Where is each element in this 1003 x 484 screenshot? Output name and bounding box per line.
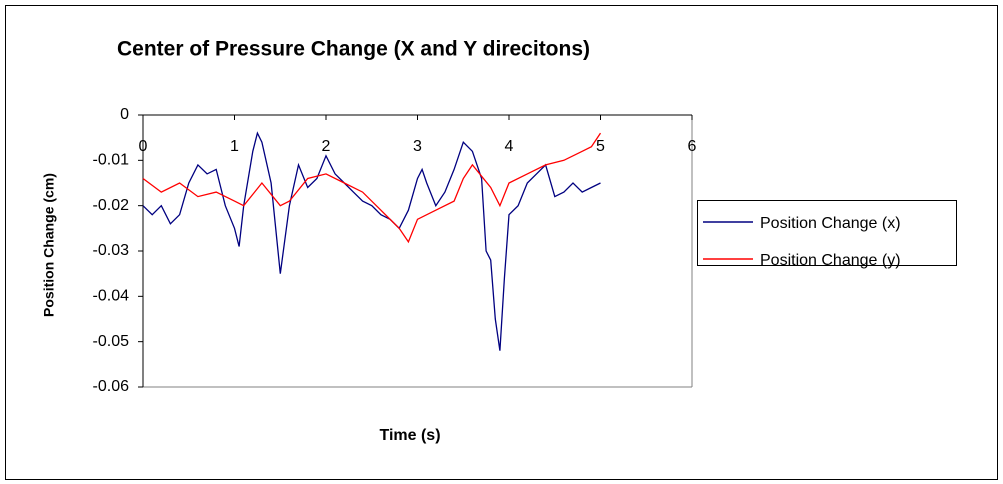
x-axis-label: Time (s) xyxy=(379,427,440,444)
y-tick-label: -0.04 xyxy=(93,288,130,305)
y-axis-label: Position Change (cm) xyxy=(41,173,57,317)
x-tick-label: 5 xyxy=(596,138,605,155)
y-tick-label: -0.06 xyxy=(93,378,130,395)
x-tick-label: 4 xyxy=(505,138,514,155)
y-tick-label: -0.03 xyxy=(93,242,130,259)
chart-title: Center of Pressure Change (X and Y direc… xyxy=(117,38,590,61)
data-line xyxy=(142,131,601,351)
y-tick-label: 0 xyxy=(120,106,129,123)
x-tick-label: 1 xyxy=(230,138,239,155)
data-line xyxy=(142,132,602,244)
x-tick-label: 2 xyxy=(322,138,331,155)
y-tick-label: -0.05 xyxy=(93,333,130,350)
legend-box xyxy=(697,200,957,266)
x-tick-label: 3 xyxy=(413,138,422,155)
legend-label: Position Change (x) xyxy=(760,215,901,232)
y-tick-label: -0.02 xyxy=(93,197,130,214)
y-tick-label: -0.01 xyxy=(93,152,130,169)
x-tick-label: 0 xyxy=(139,138,148,155)
x-tick-label: 6 xyxy=(688,138,697,155)
legend-label: Position Change (y) xyxy=(760,252,901,269)
